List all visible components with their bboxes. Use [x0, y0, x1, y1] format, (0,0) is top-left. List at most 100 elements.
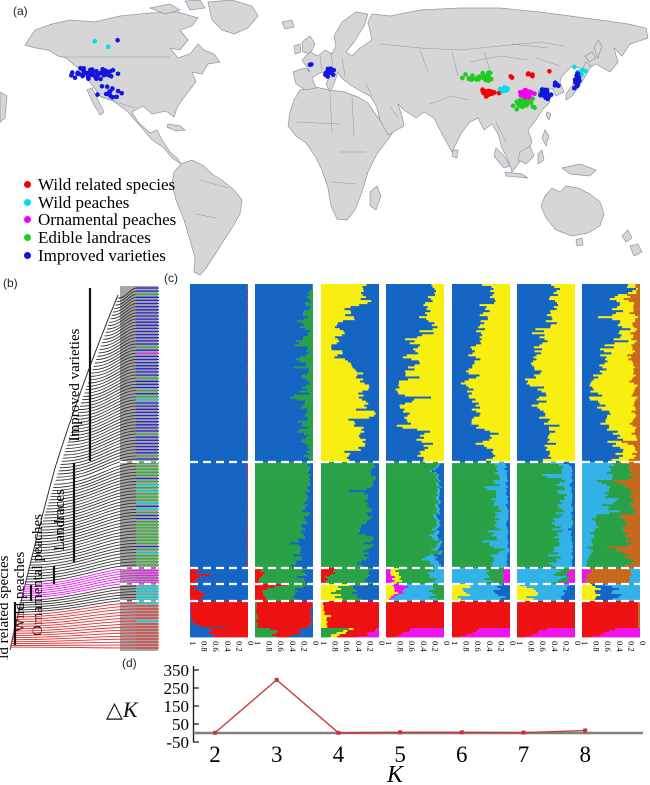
- legend-item-wild_peach: Wild peaches: [24, 194, 176, 212]
- delta-y-tick: -50: [166, 733, 189, 752]
- structure-column-k2: 1 0.8 0.6 0.4 0.2 0: [188, 284, 256, 652]
- delta-point-k7: [521, 730, 526, 735]
- sample-dot-wild_related: [525, 71, 531, 77]
- structure-axis-tick: 0.6: [276, 641, 286, 652]
- structure-column-k4: 1 0.8 0.6 0.4 0.2 0: [319, 284, 387, 652]
- panel-label-c: (c): [164, 271, 178, 285]
- legend-dot-icon: [24, 251, 31, 259]
- sample-dot-improved: [330, 72, 336, 78]
- structure-axis-tick: 0.8: [396, 641, 406, 652]
- sample-dot-improved: [81, 68, 86, 73]
- sample-dot-improved: [101, 69, 107, 75]
- delta-x-tick: 6: [456, 742, 468, 767]
- sample-dot-improved: [548, 92, 554, 97]
- structure-axis-tick: 0: [246, 641, 256, 645]
- sample-dot-landrace: [463, 72, 468, 77]
- sample-dot-improved: [114, 94, 119, 100]
- structure-axis-tick: 0.8: [200, 641, 210, 652]
- delta-x-tick: 2: [209, 742, 221, 767]
- sample-dot-improved: [93, 75, 98, 80]
- structure-axis-tick: 1: [580, 641, 590, 645]
- structure-axis-tick: 0.2: [430, 641, 440, 652]
- structure-axis-tick: 0: [573, 641, 583, 645]
- structure-axis-tick: 0.4: [485, 641, 495, 652]
- tree-group-wild_related: Wild related species: [0, 555, 159, 660]
- structure-axis-tick: 0.2: [626, 641, 636, 652]
- sample-dot-wild_related: [547, 69, 552, 74]
- sample-dot-ornamental: [522, 91, 527, 96]
- delta-k-axis-label: △K: [106, 697, 138, 723]
- sample-dot-improved: [575, 71, 581, 77]
- legend-item-improved: Improved varieties: [24, 246, 176, 264]
- delta-x-tick: 7: [518, 742, 530, 767]
- structure-axis-tick: 0: [377, 641, 387, 645]
- legend-label: Edible landraces: [38, 228, 151, 248]
- legend-dot-icon: [24, 234, 31, 242]
- sample-dot-improved: [115, 88, 121, 94]
- legend-dot-icon: [24, 198, 31, 206]
- sample-dot-improved: [99, 84, 105, 89]
- structure-axis-tick: 0: [638, 641, 648, 645]
- structure-axis-tick: 0.6: [211, 641, 221, 652]
- sample-dot-wild_related: [508, 74, 513, 79]
- sample-dot-wild_peach: [498, 86, 503, 92]
- sample-dot-landrace: [530, 104, 535, 109]
- sample-dot-wild_related: [491, 90, 496, 96]
- sample-dot-improved: [95, 92, 100, 97]
- panel-label-d: (d): [122, 656, 137, 670]
- structure-axis-tick: 0.6: [538, 641, 548, 652]
- sample-dot-improved: [119, 90, 124, 96]
- sample-dot-landrace: [477, 74, 482, 79]
- tree-group-label-landraces: Landraces: [52, 489, 68, 551]
- legend-item-landrace: Edible landraces: [24, 229, 176, 247]
- structure-column-k7: 1 0.8 0.6 0.4 0.2 0: [515, 284, 583, 652]
- structure-axis-tick: 0.4: [223, 641, 233, 652]
- sample-dot-ornamental: [517, 90, 523, 95]
- tree-group-label-ornamental: Ornamental peaches: [30, 514, 46, 636]
- delta-triangle-glyph: △: [106, 697, 123, 722]
- structure-column-k6: 1 0.8 0.6 0.4 0.2 0: [450, 284, 518, 652]
- structure-barplots: 1 0.8 0.6 0.4 0.2 01 0.8 0.6 0.4 0.2 01 0.8 0.6 0.4 0.…: [188, 284, 648, 652]
- sample-dot-improved: [87, 70, 92, 76]
- sample-dot-landrace: [488, 76, 494, 82]
- sample-dot-improved: [327, 70, 332, 75]
- sample-dot-landrace: [480, 70, 486, 76]
- structure-axis-tick: 0.4: [288, 641, 298, 652]
- legend-dot-icon: [24, 181, 31, 189]
- sample-dot-improved: [75, 70, 80, 75]
- structure-axis-tick: 1: [450, 641, 460, 645]
- sample-dot-ornamental: [527, 95, 532, 100]
- sample-dot-wild_peach: [503, 88, 508, 93]
- delta-y-tick: 350: [164, 661, 190, 680]
- sample-dot-landrace: [514, 107, 520, 112]
- sample-dot-improved: [552, 83, 558, 88]
- delta-point-k5: [398, 730, 403, 735]
- structure-axis-tick: 0: [508, 641, 518, 645]
- structure-axis-tick: 0.2: [299, 641, 309, 652]
- sample-dot-improved: [108, 93, 113, 99]
- delta-x-tick: 8: [579, 742, 591, 767]
- sample-dot-improved: [98, 76, 103, 82]
- sample-dot-wild_related: [529, 72, 534, 78]
- sample-dot-ornamental: [527, 91, 533, 97]
- sample-dot-landrace: [524, 103, 529, 108]
- structure-axis-tick: 0.4: [615, 641, 625, 652]
- sample-dot-improved: [110, 67, 116, 73]
- map-sample-dots: [69, 37, 588, 112]
- structure-column-k5: 1 0.8 0.6 0.4 0.2 0: [384, 284, 452, 652]
- delta-point-k8: [583, 728, 588, 733]
- structure-axis-tick: 0.2: [561, 641, 571, 652]
- delta-point-k2: [213, 730, 217, 735]
- structure-axis-tick: 0.8: [527, 641, 537, 652]
- sample-dot-wild_peach: [92, 38, 98, 44]
- tree-group-improved: Improved varieties: [55, 287, 159, 481]
- sample-dot-improved: [115, 37, 120, 43]
- structure-axis-tick: 0.6: [342, 641, 352, 652]
- tree-group-ornamental: Ornamental peaches: [21, 514, 159, 636]
- sample-dot-improved: [108, 74, 114, 79]
- tree-group-label-improved: Improved varieties: [67, 328, 83, 441]
- sample-dot-wild_peach: [105, 44, 111, 50]
- world-map: [0, 0, 649, 276]
